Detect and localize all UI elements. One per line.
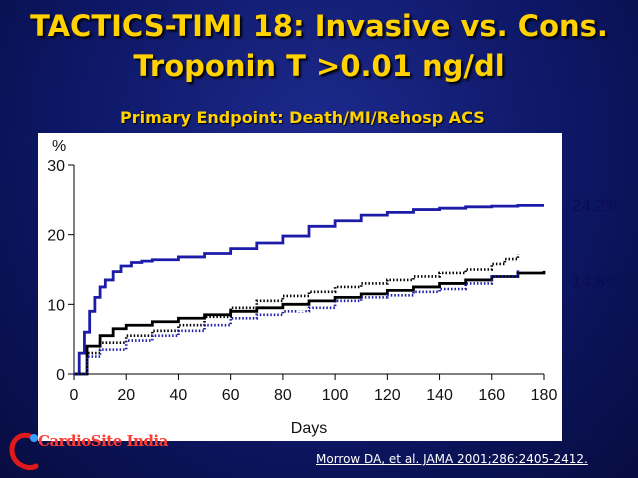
- x-tick-label: 180: [531, 387, 558, 404]
- series-line-0: [74, 204, 544, 376]
- stat-inv-rate: 14.8%: [572, 272, 621, 291]
- x-tick-label: 0: [70, 387, 79, 404]
- y-tick-label: 0: [56, 367, 65, 384]
- x-tick-label: 20: [117, 387, 135, 404]
- x-tick-label: 140: [426, 387, 453, 404]
- x-tick-label: 60: [222, 387, 240, 404]
- stat-cons-rate: 24.2%: [572, 196, 621, 215]
- y-tick-label: 10: [47, 297, 65, 314]
- decline-arrow: [534, 210, 550, 268]
- x-tick-label: 40: [170, 387, 188, 404]
- chart-subtitle: Primary Endpoint: Death/MI/Rehosp ACS: [120, 108, 485, 127]
- x-tick-label: 160: [478, 387, 505, 404]
- logo-text: CardioSite India: [38, 432, 168, 450]
- x-axis-label: Days: [291, 420, 327, 437]
- chart-series-labels: TnT +, CONS TnT -, INV TnT +, INV TnT -, CO…: [297, 179, 504, 323]
- chart-panel: 0 20 40 60 80 100 120 140 160 180 0 10 20 30% Days TnT…: [38, 133, 562, 441]
- series-annotation-1: TnT -, INV: [300, 258, 361, 273]
- series-line-1: [74, 254, 520, 376]
- y-axis-label: %: [52, 138, 66, 155]
- arrow-head: [534, 255, 550, 268]
- x-tick-label: 100: [322, 387, 349, 404]
- series-annotation-2: TnT +, INV: [439, 289, 503, 304]
- series-annotation-0: TnT +, CONS: [421, 179, 501, 194]
- citation: Morrow DA, et al. JAMA 2001;286:2405-241…: [316, 452, 588, 466]
- cardiosite-logo-icon: [9, 432, 39, 471]
- y-tick-label: 20: [47, 228, 65, 245]
- chart-series-lines: [74, 204, 546, 376]
- slide-title-line2: Troponin T >0.01 ng/dl: [133, 49, 505, 83]
- x-tick-label: 120: [374, 387, 401, 404]
- x-tick-label: 80: [274, 387, 292, 404]
- slide-title-line1: TACTICS-TIMI 18: Invasive vs. Cons.: [30, 9, 608, 43]
- chart-axes: 0 20 40 60 80 100 120 140 160 180 0 10 20 30% Days: [47, 138, 557, 437]
- y-tick-label: 30: [47, 158, 65, 175]
- series-annotation-3: TnT -, CONS: [297, 308, 374, 323]
- series-line-2: [74, 270, 546, 376]
- kaplan-meier-chart: 0 20 40 60 80 100 120 140 160 180 0 10 20 30% Days TnT…: [47, 138, 557, 437]
